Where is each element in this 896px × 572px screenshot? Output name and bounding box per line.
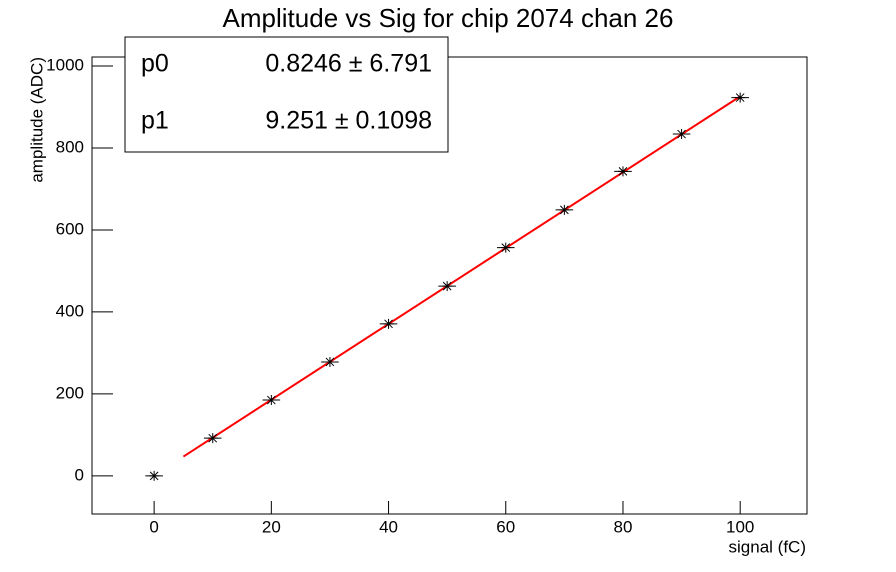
data-point	[383, 318, 394, 329]
x-axis-title: signal (fC)	[729, 537, 806, 556]
y-tick-label: 800	[56, 137, 84, 156]
y-tick-label: 0	[75, 465, 84, 484]
fit-line	[182, 95, 741, 458]
data-point	[266, 395, 277, 406]
stats-param: p0	[141, 50, 169, 78]
chart-title: Amplitude vs Sig for chip 2074 chan 26	[223, 3, 674, 33]
stats-box	[124, 36, 449, 153]
data-point	[207, 433, 218, 444]
data-point	[500, 242, 511, 253]
data-point	[676, 129, 687, 140]
x-tick-label: 0	[149, 517, 158, 536]
data-point	[442, 281, 453, 292]
x-tick-label: 40	[379, 517, 398, 536]
y-tick-label: 400	[56, 301, 84, 320]
x-tick-label: 20	[262, 517, 281, 536]
x-tick-label: 80	[614, 517, 633, 536]
data-point	[617, 166, 628, 177]
stats-param: p1	[141, 107, 169, 135]
data-point	[735, 92, 746, 103]
data-point	[559, 204, 570, 215]
x-tick-label: 100	[726, 517, 754, 536]
stats-value: 9.251 ± 0.1098	[265, 107, 432, 135]
y-tick-label: 1000	[46, 56, 84, 75]
y-tick-label: 600	[56, 219, 84, 238]
y-axis-title: amplitude (ADC)	[27, 57, 46, 183]
plot-frame	[91, 56, 808, 515]
data-point	[149, 470, 160, 481]
data-point	[324, 356, 335, 367]
stats-value: 0.8246 ± 6.791	[265, 50, 432, 78]
y-tick-label: 200	[56, 383, 84, 402]
x-tick-label: 60	[496, 517, 515, 536]
